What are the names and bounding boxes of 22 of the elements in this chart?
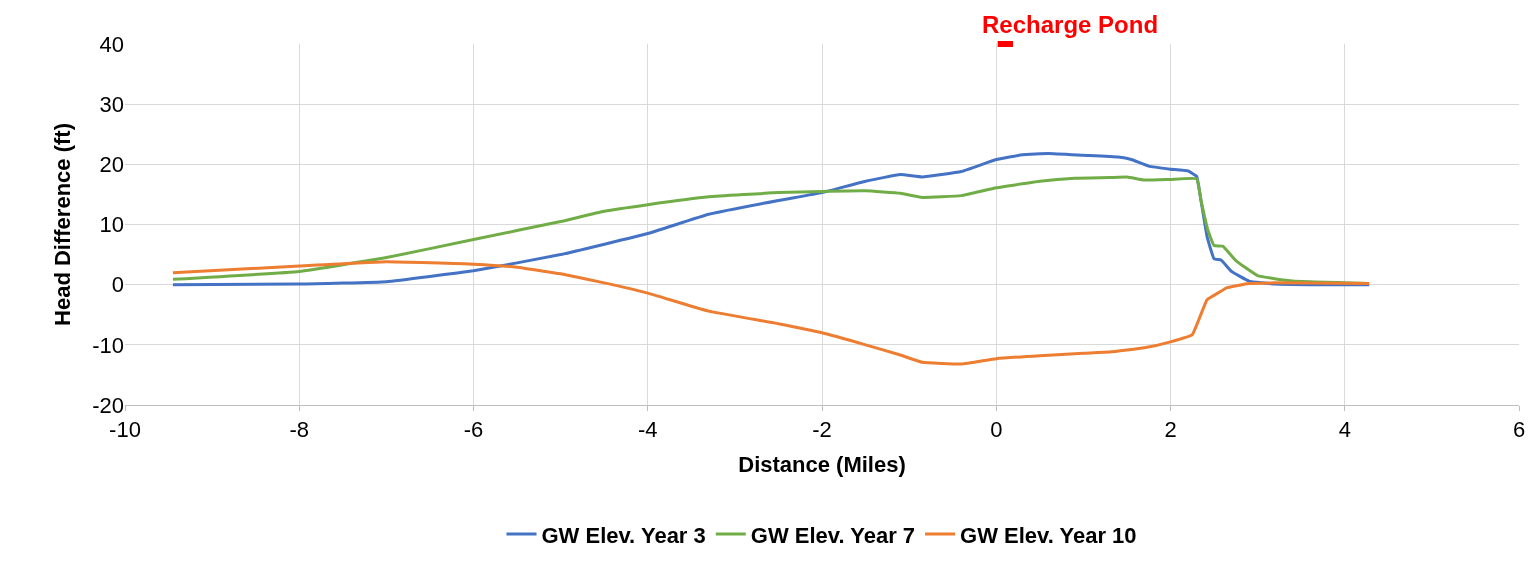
y-tick-label: 0	[111, 272, 124, 298]
x-tick-label: -6	[463, 417, 484, 443]
legend-label: GW Elev. Year 3	[541, 522, 706, 548]
text: Recharge Pond	[982, 11, 1159, 38]
x-tick-label: 0	[990, 417, 1003, 443]
x-tick-label: -4	[637, 417, 658, 443]
line-series	[171, 260, 1371, 366]
x-tick-label: 4	[1338, 417, 1351, 443]
y-tick-label: -20	[92, 392, 124, 418]
x-axis-title: Distance (Miles)	[738, 452, 906, 478]
y-tick-label: 40	[99, 31, 124, 57]
legend-label: GW Elev. Year 10	[960, 522, 1137, 548]
x-tick-label: 6	[1512, 417, 1526, 443]
y-tick-label: -10	[92, 332, 124, 358]
x-tick-label: 2	[1164, 417, 1177, 443]
y-tick-label: 30	[99, 91, 124, 117]
y-axis-title: Head Difference (ft)	[50, 123, 75, 326]
y-tick-label: 10	[99, 212, 124, 238]
legend-label: GW Elev. Year 7	[750, 522, 916, 548]
x-tick-label: -8	[289, 417, 310, 443]
x-tick-label: -2	[812, 417, 832, 443]
y-tick-label: 20	[99, 152, 124, 178]
